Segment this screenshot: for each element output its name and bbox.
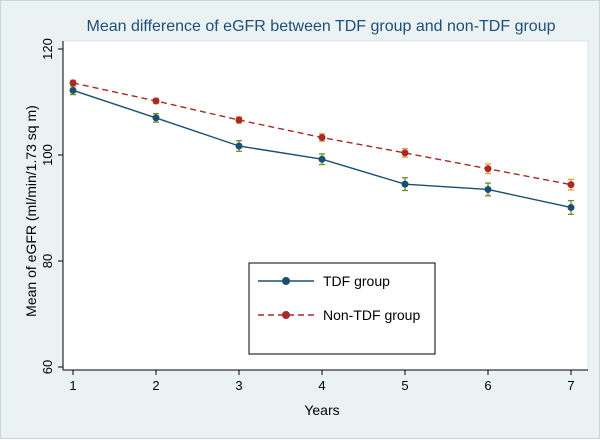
legend-box — [248, 262, 436, 355]
data-point — [235, 142, 243, 150]
x-tick-label: 3 — [235, 378, 242, 393]
y-tick-label: 100 — [40, 144, 55, 166]
series-1 — [69, 85, 575, 216]
y-tick-label: 60 — [40, 360, 55, 374]
data-point — [484, 185, 492, 193]
axis-ticks: 1 2 3 4 5 6 7 60 80 100 120 — [40, 38, 575, 393]
data-point — [318, 155, 326, 163]
legend-swatch-marker — [282, 311, 290, 319]
legend-label: Non-TDF group — [323, 307, 420, 323]
x-tick-label: 5 — [401, 378, 408, 393]
y-axis-label: Mean of eGFR (ml/min/1.73 sq m) — [23, 105, 39, 317]
x-axis-label: Years — [304, 402, 339, 418]
x-tick-label: 7 — [567, 378, 574, 393]
legend-label: TDF group — [323, 273, 390, 289]
x-tick-label: 6 — [484, 378, 491, 393]
data-point — [318, 134, 326, 142]
data-point — [235, 116, 243, 124]
data-point — [567, 203, 575, 211]
data-point — [69, 86, 77, 94]
data-point — [567, 181, 575, 189]
data-point — [401, 180, 409, 188]
data-point — [69, 79, 77, 87]
y-tick-label: 80 — [40, 254, 55, 268]
legend-swatch-marker — [282, 277, 290, 285]
chart-title: Mean difference of eGFR between TDF grou… — [87, 18, 556, 35]
data-point — [401, 149, 409, 157]
data-point — [152, 97, 160, 105]
y-tick-label: 120 — [40, 38, 55, 60]
series-2 — [69, 79, 575, 191]
x-tick-label: 4 — [318, 378, 325, 393]
legend: TDF group Non-TDF group — [248, 262, 436, 355]
series-layer — [69, 79, 575, 216]
x-tick-label: 2 — [152, 378, 159, 393]
data-point — [152, 114, 160, 122]
x-tick-label: 1 — [69, 378, 76, 393]
data-point — [484, 165, 492, 173]
